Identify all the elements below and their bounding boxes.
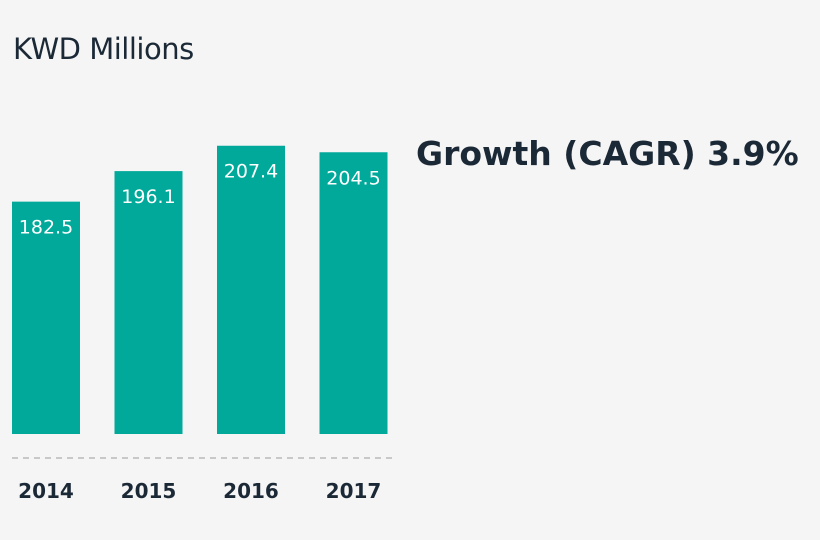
- x-tick-label: 2016: [223, 479, 279, 503]
- bar-value-label: 182.5: [19, 217, 73, 239]
- bars-layer: 182.5 196.1 207.4 204.5: [12, 145, 388, 434]
- growth-cagr-annotation: Growth (CAGR) 3.9%: [416, 134, 799, 173]
- bar-2014: [12, 201, 80, 434]
- x-axis-ticks: 2014 2015 2016 2017: [18, 479, 381, 503]
- chart-unit-label: KWD Millions: [13, 32, 194, 66]
- bar-value-label: 207.4: [224, 161, 278, 183]
- bar-value-label: 196.1: [121, 186, 175, 208]
- bar-2016: [217, 145, 285, 434]
- x-tick-label: 2014: [18, 479, 74, 503]
- bar-value-label: 204.5: [326, 167, 380, 189]
- x-tick-label: 2017: [326, 479, 382, 503]
- bar-2015: [114, 171, 183, 434]
- bar-2017: [319, 152, 388, 434]
- x-tick-label: 2015: [121, 479, 177, 503]
